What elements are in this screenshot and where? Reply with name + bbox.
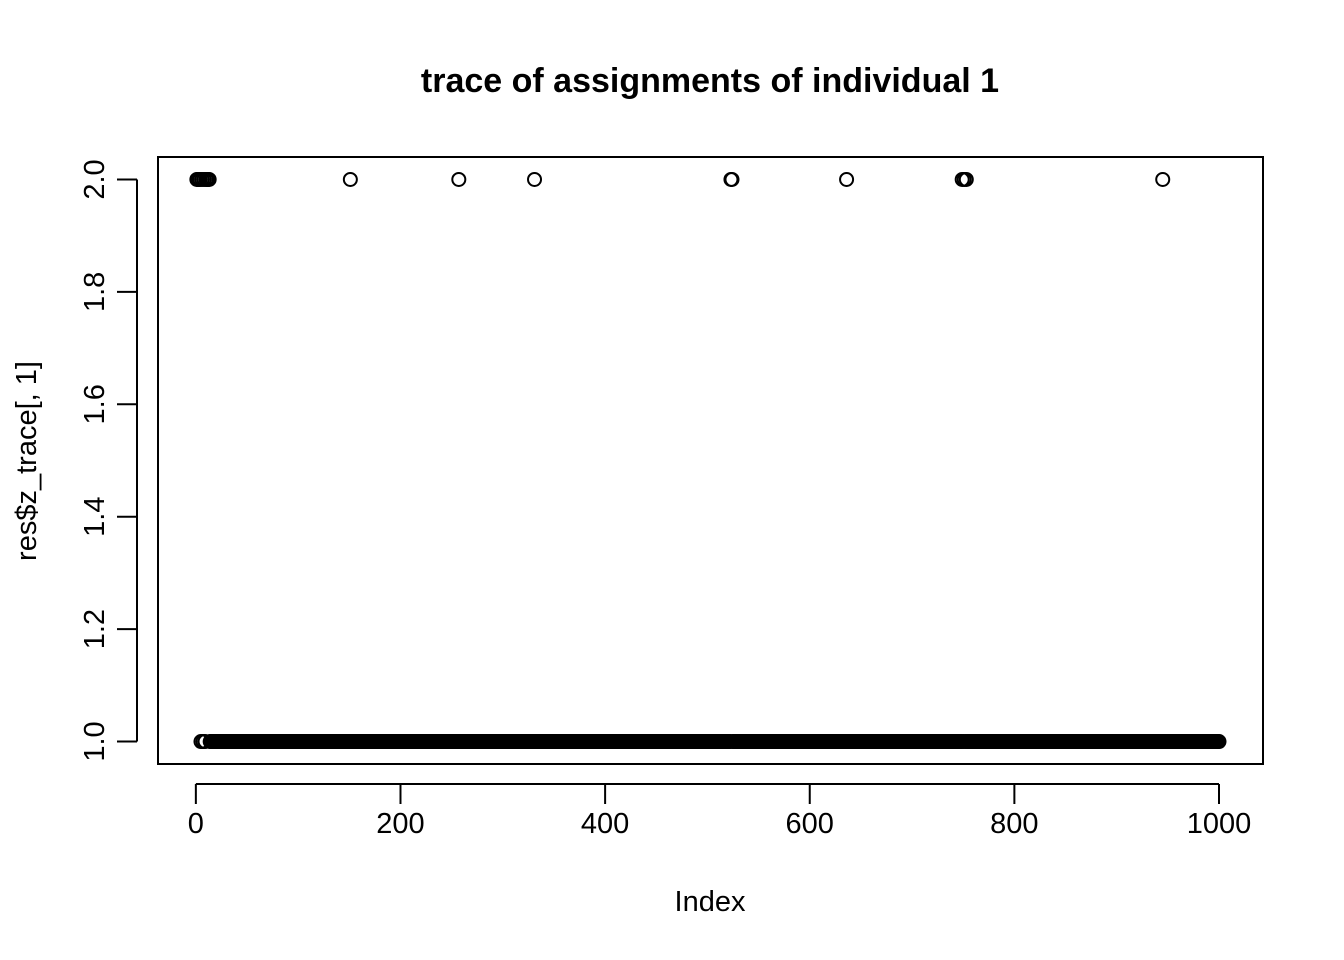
y-axis: 1.0 1.2 1.4 1.6 1.8 2.0 [79, 159, 138, 762]
data-point [201, 171, 217, 187]
y-tick-label: 1.2 [79, 609, 111, 649]
x-tick-label: 400 [581, 808, 629, 840]
data-point [342, 171, 358, 187]
data-point [839, 171, 855, 187]
chart-title: trace of assignments of individual 1 [421, 62, 999, 100]
data-point [1155, 171, 1171, 187]
y-tick-label: 1.0 [79, 721, 111, 761]
x-tick-label: 600 [786, 808, 834, 840]
y-tick-label: 1.8 [79, 272, 111, 312]
data-point [724, 171, 740, 187]
data-points [189, 171, 1227, 750]
plot-frame [157, 156, 1264, 765]
x-tick-label: 800 [990, 808, 1038, 840]
x-tick-label: 1000 [1187, 808, 1252, 840]
x-axis-label: Index [675, 886, 746, 918]
x-tick-label: 200 [376, 808, 424, 840]
y-tick-label: 1.4 [79, 497, 111, 537]
x-axis: 0 200 400 600 800 1000 [188, 783, 1252, 840]
y-tick-label: 1.6 [79, 384, 111, 424]
y-tick-label: 2.0 [79, 159, 111, 199]
data-point [1211, 734, 1227, 750]
data-point [958, 171, 974, 187]
y-axis-label: res$z_trace[, 1] [11, 361, 43, 561]
data-point [527, 171, 543, 187]
data-point [451, 171, 467, 187]
x-tick-label: 0 [188, 808, 204, 840]
